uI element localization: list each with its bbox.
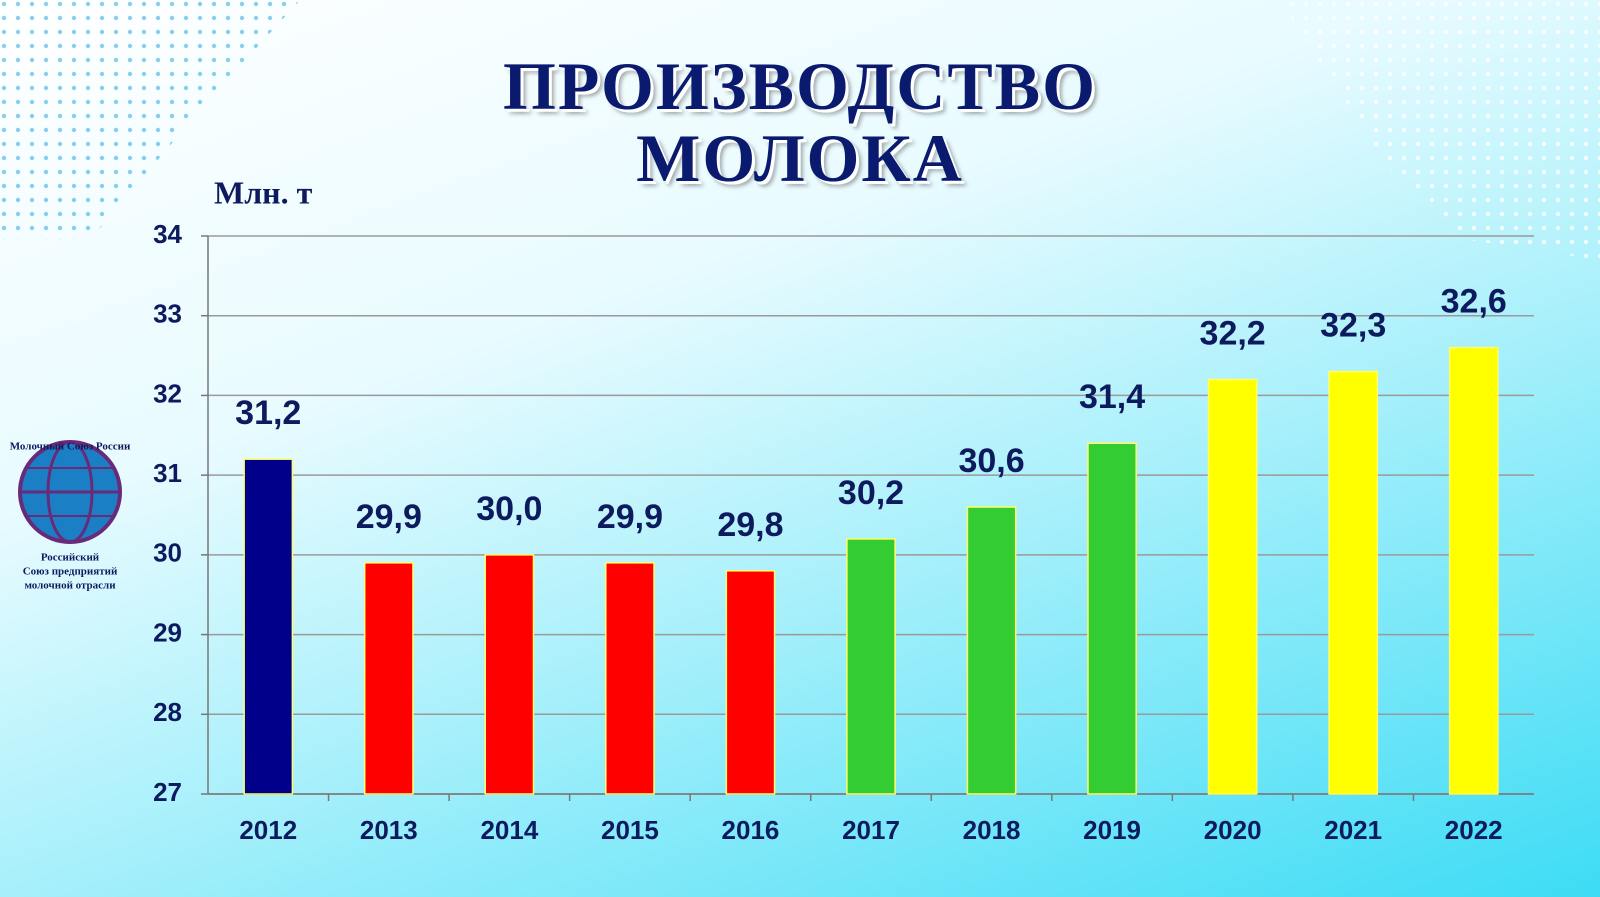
logo-line: Союз предприятий bbox=[23, 566, 118, 578]
bar bbox=[243, 458, 294, 795]
bar bbox=[605, 562, 655, 795]
x-tick-label: 2013 bbox=[360, 815, 418, 845]
x-tick-label: 2016 bbox=[722, 815, 780, 845]
data-label: 30,0 bbox=[476, 490, 542, 528]
y-tick-label: 31 bbox=[153, 458, 182, 488]
logo: Молочный Союз России Российский Союз пре… bbox=[10, 440, 131, 592]
bar bbox=[1328, 370, 1379, 795]
x-tick-label: 2021 bbox=[1324, 815, 1382, 845]
x-tick-label: 2012 bbox=[239, 815, 297, 845]
x-tick-label: 2020 bbox=[1204, 815, 1262, 845]
logo-top: Молочный Союз России bbox=[10, 441, 131, 453]
data-label: 29,9 bbox=[356, 498, 422, 536]
bar bbox=[725, 570, 776, 795]
bar bbox=[363, 562, 414, 795]
data-label: 29,9 bbox=[597, 498, 663, 536]
bar bbox=[1087, 442, 1137, 795]
data-label: 30,6 bbox=[958, 442, 1024, 480]
data-label: 31,2 bbox=[235, 394, 301, 432]
logo-line: молочной отрасли bbox=[24, 580, 116, 592]
data-label: 32,6 bbox=[1441, 283, 1507, 321]
data-label: 32,2 bbox=[1200, 314, 1266, 352]
bar bbox=[966, 506, 1017, 795]
logo-line: Российский bbox=[41, 552, 100, 564]
data-label: 31,4 bbox=[1079, 378, 1145, 416]
x-tick-label: 2014 bbox=[480, 815, 538, 845]
data-label: 29,8 bbox=[717, 506, 783, 544]
y-axis-unit: Млн. т bbox=[214, 174, 313, 210]
bar bbox=[484, 554, 535, 795]
decor-dots bbox=[0, 0, 300, 240]
data-label: 30,2 bbox=[838, 474, 904, 512]
y-tick-label: 30 bbox=[153, 538, 182, 568]
y-tick-label: 32 bbox=[153, 378, 182, 408]
y-tick-label: 29 bbox=[153, 617, 182, 647]
x-tick-label: 2017 bbox=[842, 815, 900, 845]
x-tick-label: 2018 bbox=[963, 815, 1021, 845]
x-tick-label: 2015 bbox=[601, 815, 659, 845]
y-tick-label: 34 bbox=[153, 219, 182, 249]
y-tick-label: 27 bbox=[153, 777, 182, 807]
x-tick-label: 2019 bbox=[1083, 815, 1141, 845]
x-tick-label: 2022 bbox=[1445, 815, 1503, 845]
bar bbox=[1207, 378, 1258, 795]
decor-dots bbox=[1280, 0, 1600, 260]
bar bbox=[1448, 346, 1499, 795]
data-label: 32,3 bbox=[1320, 306, 1386, 344]
y-tick-label: 33 bbox=[153, 299, 182, 329]
y-tick-label: 28 bbox=[153, 697, 182, 727]
bar bbox=[846, 538, 896, 795]
chart-title: ПРОИЗВОДСТВО МОЛОКА bbox=[502, 48, 1098, 196]
